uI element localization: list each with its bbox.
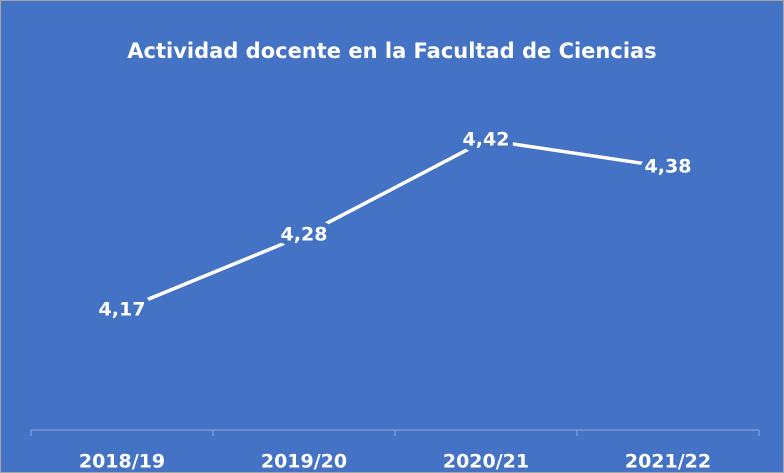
data-label: 4,28 <box>281 224 328 246</box>
x-tick-label: 2020/21 <box>443 451 529 473</box>
line-series <box>121 138 669 312</box>
data-label: 4,42 <box>463 129 510 151</box>
data-label: 4,38 <box>645 156 692 178</box>
chart-title: Actividad docente en la Facultad de Cien… <box>127 39 656 63</box>
data-label: 4,17 <box>99 299 146 321</box>
x-tick-label: 2019/20 <box>261 451 347 473</box>
x-tick-label: 2021/22 <box>625 451 711 473</box>
x-tick-label: 2018/19 <box>79 451 165 473</box>
